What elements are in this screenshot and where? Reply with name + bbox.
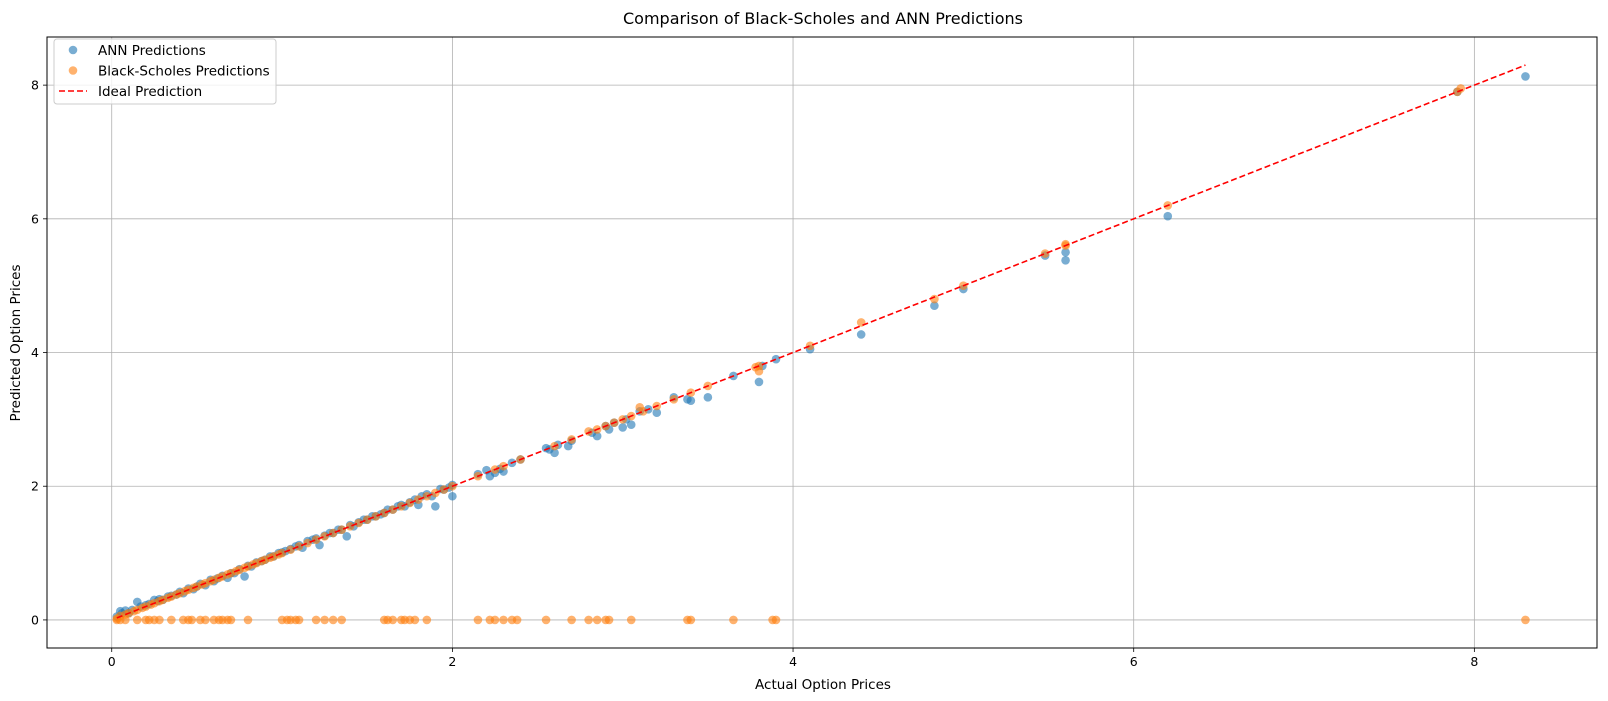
data-point-series-1 [303, 538, 312, 548]
data-point-series-0 [1163, 211, 1173, 221]
data-point-series-1 [930, 294, 939, 304]
legend-box [53, 38, 277, 105]
data-point-series-1 [414, 495, 423, 504]
legend-label-2: Ideal Prediction [98, 84, 202, 100]
data-point-series-1 [490, 615, 500, 625]
data-point-series-1 [805, 341, 815, 351]
data-point-series-1 [155, 615, 164, 625]
x-tick-label: 0 [108, 654, 116, 669]
data-point-series-0 [431, 501, 440, 511]
data-point-series-1 [320, 615, 329, 625]
data-point-series-0 [1521, 72, 1530, 81]
axes-frame [46, 36, 1598, 649]
data-point-series-1 [337, 525, 346, 534]
data-point-series-1 [121, 615, 130, 625]
y-tick-label: 4 [31, 345, 39, 360]
data-point-series-1 [328, 615, 338, 625]
legend-marker-1 [68, 66, 78, 75]
data-point-series-1 [226, 615, 236, 625]
data-point-series-1 [388, 505, 398, 514]
data-point-series-0 [240, 572, 249, 581]
data-point-series-1 [362, 515, 372, 524]
ideal-prediction-line [116, 64, 1526, 619]
data-point-series-0 [754, 377, 764, 387]
y-axis-label: Predicted Option Prices [8, 265, 24, 422]
x-tick-label: 2 [448, 654, 456, 669]
data-point-series-1 [584, 427, 593, 436]
data-point-series-1 [410, 615, 420, 625]
data-point-series-1 [473, 615, 483, 625]
data-point-series-1 [294, 615, 304, 625]
data-point-series-0 [618, 423, 628, 432]
data-point-series-1 [567, 615, 576, 625]
data-point-series-1 [167, 615, 176, 625]
data-point-series-1 [422, 615, 432, 625]
data-point-series-0 [930, 301, 939, 311]
data-point-series-1 [354, 518, 364, 528]
data-point-series-1 [512, 615, 522, 625]
data-point-series-1 [604, 615, 614, 625]
data-point-series-1 [541, 615, 551, 625]
data-point-series-1 [311, 615, 321, 625]
legend-label-0: ANN Predictions [98, 43, 206, 59]
data-point-series-1 [328, 528, 338, 538]
data-point-series-1 [320, 532, 329, 541]
plot-area [112, 64, 1530, 625]
x-tick-label: 6 [1130, 654, 1138, 669]
data-point-series-0 [626, 420, 636, 430]
data-point-series-0 [771, 354, 781, 364]
data-point-series-0 [703, 393, 713, 402]
data-point-series-1 [243, 615, 253, 625]
y-tick-label: 2 [31, 479, 39, 494]
data-point-series-0 [342, 532, 352, 541]
data-point-series-0 [652, 408, 662, 417]
data-point-series-1 [277, 548, 287, 558]
data-point-series-1 [396, 501, 406, 511]
data-point-series-1 [294, 542, 304, 551]
grid-lines [47, 37, 1597, 648]
data-point-series-0 [592, 431, 602, 441]
data-point-series-1 [729, 615, 738, 625]
y-tick-label: 6 [31, 211, 39, 226]
x-tick-label: 8 [1470, 654, 1478, 669]
data-point-series-0 [856, 330, 866, 339]
data-point-series-1 [1040, 249, 1050, 258]
data-point-series-1 [345, 522, 355, 531]
data-point-series-1 [584, 615, 593, 625]
y-axis-ticks: 0 2 4 6 8 [31, 78, 47, 627]
data-point-series-1 [337, 615, 346, 625]
data-point-series-1 [405, 498, 415, 508]
x-axis-ticks: 0 2 4 6 8 [108, 648, 1478, 669]
data-point-series-1 [132, 615, 142, 625]
data-point-series-0 [1061, 247, 1070, 257]
legend: ANN Predictions Black-Scholes Predictions… [53, 38, 277, 105]
chart-title: Comparison of Black-Scholes and ANN Pred… [623, 9, 1023, 28]
data-point-series-1 [379, 508, 389, 518]
data-point-series-0 [550, 448, 559, 458]
data-point-series-1 [626, 615, 636, 625]
data-point-series-1 [1061, 239, 1070, 249]
x-tick-label: 4 [789, 654, 797, 669]
data-point-series-0 [686, 396, 696, 405]
data-point-series-1 [592, 615, 602, 625]
data-point-series-1 [1521, 615, 1530, 625]
data-point-series-0 [448, 491, 457, 501]
data-point-series-0 [1061, 255, 1070, 265]
data-point-series-1 [686, 615, 696, 625]
legend-marker-0 [68, 45, 78, 55]
legend-label-1: Black-Scholes Predictions [98, 64, 270, 80]
data-point-series-1 [201, 615, 210, 625]
data-point-series-1 [371, 512, 381, 521]
data-point-series-1 [771, 615, 781, 625]
data-point-series-1 [499, 615, 508, 625]
data-point-series-1 [388, 615, 398, 625]
data-point-series-1 [638, 407, 648, 416]
data-point-series-1 [286, 545, 295, 555]
data-point-series-1 [311, 535, 321, 545]
y-tick-label: 8 [31, 78, 39, 93]
data-point-series-1 [187, 615, 197, 625]
y-tick-label: 0 [31, 612, 39, 627]
x-axis-label: Actual Option Prices [755, 677, 891, 693]
